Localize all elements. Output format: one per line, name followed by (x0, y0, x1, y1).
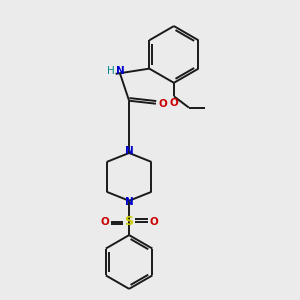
Text: N: N (125, 197, 134, 207)
Text: N: N (116, 67, 124, 76)
Text: O: O (158, 99, 167, 109)
Text: N: N (125, 146, 134, 157)
Text: O: O (149, 217, 158, 227)
Text: H: H (107, 67, 115, 76)
Text: O: O (169, 98, 178, 108)
Text: O: O (100, 217, 109, 227)
Text: S: S (124, 215, 134, 228)
